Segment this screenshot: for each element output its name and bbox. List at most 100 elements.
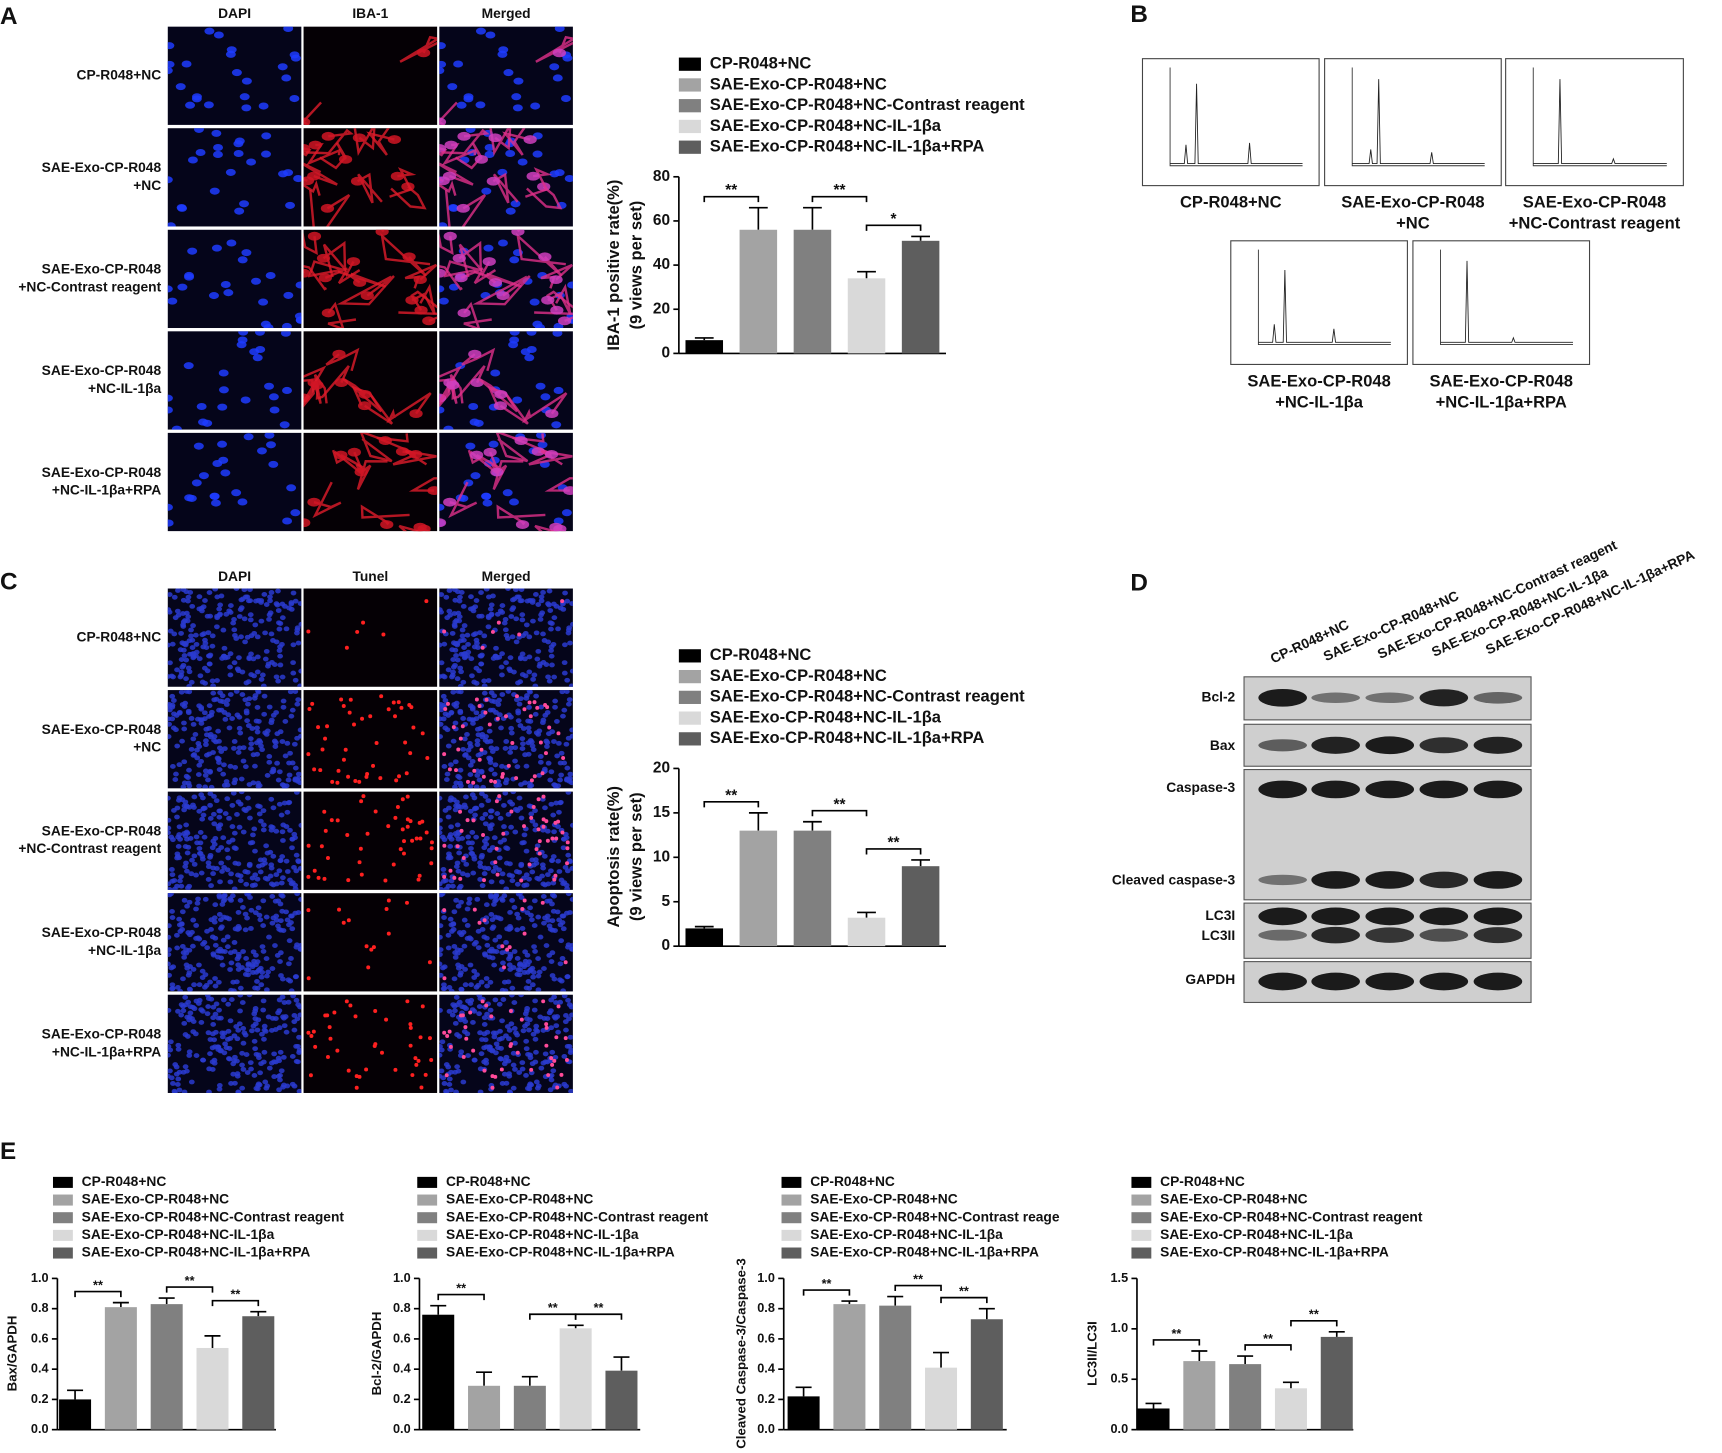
nucleus xyxy=(228,871,234,877)
blot-band xyxy=(1311,871,1360,889)
micrograph xyxy=(167,128,302,227)
nucleus xyxy=(227,692,234,697)
blot-band xyxy=(1311,780,1360,799)
nucleus xyxy=(508,714,514,720)
nucleus xyxy=(458,986,465,992)
nucleus xyxy=(278,170,288,178)
micrograph-content xyxy=(439,432,573,532)
nucleus xyxy=(227,651,234,657)
nucleus xyxy=(531,1007,538,1013)
micrograph xyxy=(439,432,573,532)
nucleus xyxy=(551,994,557,1000)
nucleus xyxy=(552,1054,559,1060)
nucleus xyxy=(510,597,516,603)
tunel-dot xyxy=(445,701,450,706)
nucleus xyxy=(497,712,503,718)
nucleus xyxy=(291,1027,298,1033)
tunel-dot xyxy=(361,794,366,799)
micrograph-bg xyxy=(303,791,438,890)
nucleus xyxy=(183,860,189,866)
y-tick-label: 15 xyxy=(653,804,671,821)
nucleus xyxy=(463,1006,469,1012)
nucleus xyxy=(262,1079,269,1085)
nucleus xyxy=(495,915,502,921)
nucleus xyxy=(258,974,265,980)
nucleus xyxy=(559,956,566,961)
iba1-cell xyxy=(321,308,335,318)
nucleus xyxy=(186,767,192,773)
nucleus xyxy=(240,949,246,954)
nucleus xyxy=(529,818,536,824)
nucleus xyxy=(545,731,552,737)
nucleus xyxy=(254,729,261,735)
nucleus xyxy=(249,1028,255,1034)
nucleus xyxy=(262,875,269,881)
iba1-cell xyxy=(390,171,405,181)
nucleus xyxy=(204,27,215,35)
blot-band xyxy=(1365,736,1415,755)
nucleus xyxy=(278,973,284,978)
nucleus xyxy=(450,690,457,695)
nucleus xyxy=(266,934,272,940)
nucleus xyxy=(469,673,475,679)
tunel-dot xyxy=(408,751,413,756)
nucleus xyxy=(277,857,284,863)
nucleus xyxy=(175,83,186,91)
iba1-stain xyxy=(524,167,553,198)
nucleus xyxy=(199,608,205,614)
nucleus xyxy=(439,1007,443,1013)
nucleus xyxy=(545,917,552,923)
nucleus xyxy=(289,95,300,103)
nucleus xyxy=(273,674,280,680)
nucleus xyxy=(213,739,219,745)
nucleus xyxy=(236,614,243,619)
tunel-dot xyxy=(477,704,482,709)
nucleus xyxy=(539,610,546,616)
nucleus xyxy=(557,777,563,783)
tunel-dot xyxy=(442,874,447,879)
y-tick-label: 0 xyxy=(661,344,670,361)
nucleus xyxy=(474,640,480,646)
nucleus xyxy=(207,815,214,821)
iba1-cell xyxy=(439,176,450,186)
y-tick-label: 20 xyxy=(653,760,670,777)
significance-bracket xyxy=(811,195,868,203)
nucleus xyxy=(509,873,516,879)
tunel-dot xyxy=(493,779,497,784)
tunel-dot xyxy=(507,945,512,950)
tunel-dot xyxy=(502,965,506,970)
nucleus xyxy=(274,731,281,737)
tunel-dot xyxy=(536,797,541,802)
iba1-stain xyxy=(439,177,457,196)
micrograph xyxy=(167,432,302,532)
nucleus xyxy=(215,728,221,734)
legend-label: SAE-Exo-CP-R048+NC-IL-1βa xyxy=(710,116,942,135)
nucleus xyxy=(247,617,254,623)
tunel-dot xyxy=(418,1035,423,1040)
nucleus xyxy=(174,851,181,857)
nucleus xyxy=(453,1089,459,1093)
nucleus xyxy=(558,938,565,944)
nucleus xyxy=(196,656,203,662)
nucleus xyxy=(454,657,461,663)
nucleus xyxy=(235,962,242,968)
iba1-stain xyxy=(312,481,342,519)
nucleus xyxy=(237,1008,243,1014)
nucleus xyxy=(461,917,468,923)
nucleus xyxy=(452,720,459,726)
tunel-dot xyxy=(495,716,500,721)
nucleus xyxy=(294,630,300,636)
nucleus xyxy=(172,777,179,782)
nucleus xyxy=(174,608,181,614)
tunel-dot xyxy=(482,1068,487,1073)
blot-band xyxy=(1311,907,1360,926)
tunel-dot xyxy=(427,1036,432,1041)
nucleus xyxy=(490,369,501,377)
legend-label: SAE-Exo-CP-R048+NC-IL-1βa xyxy=(810,1227,1003,1242)
nucleus xyxy=(252,872,259,878)
nucleus xyxy=(219,962,226,968)
nucleus xyxy=(566,697,573,703)
nucleus xyxy=(454,947,461,953)
nucleus xyxy=(294,625,301,631)
nucleus xyxy=(439,923,444,929)
